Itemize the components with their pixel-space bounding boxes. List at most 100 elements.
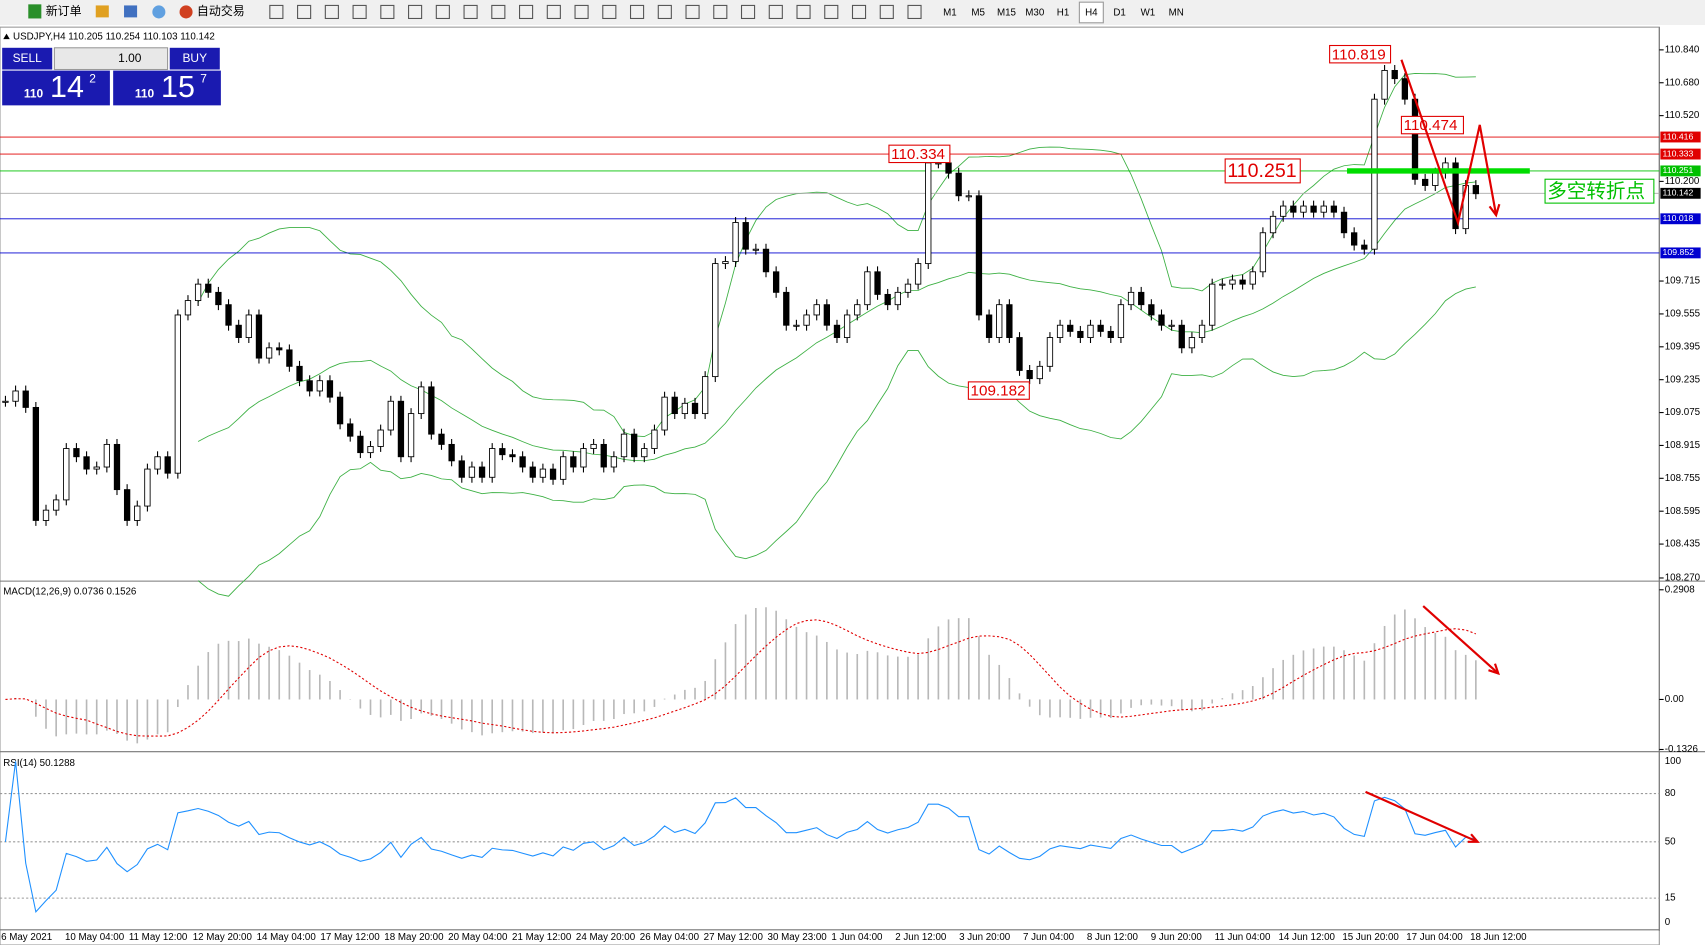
candle — [874, 271, 881, 295]
toolbar-icon[interactable] — [740, 4, 756, 20]
level-label: 110.333 — [1663, 148, 1694, 158]
sell-button[interactable] — [2, 47, 53, 70]
price-annotation: 110.474 — [1404, 117, 1458, 134]
timeframe-button[interactable]: M15 — [997, 8, 1017, 19]
x-tick-label: 17 May 12:00 — [320, 932, 380, 943]
candle — [803, 314, 810, 326]
toolbar-icon[interactable] — [352, 4, 367, 20]
toolbar-icon[interactable] — [152, 5, 166, 19]
candle — [468, 466, 476, 478]
toolbar-icon[interactable] — [879, 4, 894, 20]
timeframe-button[interactable]: H1 — [1057, 8, 1069, 19]
autotrade-icon[interactable] — [179, 5, 193, 19]
candle — [1249, 271, 1256, 285]
toolbar-icon[interactable] — [713, 4, 728, 20]
macd-signal — [5, 619, 1477, 737]
header-arrow — [3, 33, 10, 40]
toolbar-icon[interactable] — [269, 4, 284, 20]
toolbar-icon[interactable] — [824, 4, 839, 20]
candle — [205, 283, 212, 293]
candle — [1391, 69, 1398, 80]
drawn-arrows — [1365, 59, 1501, 843]
sell-price-big: 110 — [24, 87, 44, 101]
candle — [184, 300, 192, 316]
lots-value[interactable]: 1.00 — [118, 51, 142, 65]
toolbar-icon[interactable] — [602, 4, 617, 20]
y-tick-label: 109.235 — [1665, 374, 1701, 385]
x-tick-label: 14 May 04:00 — [257, 932, 317, 943]
autotrade-button[interactable]: 自动交易 — [197, 3, 245, 18]
candle — [42, 509, 50, 521]
toolbar-icon[interactable] — [657, 4, 672, 20]
candle — [1472, 185, 1480, 195]
sell-price-box[interactable] — [2, 70, 110, 106]
toolbar-icon[interactable] — [907, 4, 922, 20]
candle — [418, 386, 425, 415]
x-tick-label: 9 Jun 20:00 — [1151, 932, 1203, 943]
toolbar-icon[interactable] — [519, 4, 534, 20]
candle — [73, 448, 80, 458]
timeframe-button[interactable]: H4 — [1085, 8, 1098, 19]
level-tag — [1660, 165, 1701, 177]
timeframe-button[interactable]: M1 — [943, 8, 957, 19]
toolbar-icon[interactable] — [491, 4, 506, 20]
candle — [1016, 337, 1023, 371]
new-order-button[interactable]: 新订单 — [46, 3, 82, 18]
candle — [428, 386, 435, 435]
candle — [245, 314, 252, 338]
candle — [316, 380, 323, 392]
buy-price-main: 15 — [161, 70, 195, 104]
toolbar-icon[interactable] — [685, 4, 700, 20]
candle — [1290, 205, 1297, 213]
toolbar-icon[interactable] — [435, 4, 450, 20]
toolbar-icon[interactable] — [796, 4, 811, 20]
timeframe-button[interactable]: W1 — [1141, 8, 1156, 19]
toolbar-icon[interactable] — [380, 4, 395, 20]
candle — [509, 454, 516, 458]
toolbar-icon[interactable] — [546, 4, 561, 20]
timeframe-button[interactable]: M30 — [1025, 8, 1045, 19]
candle — [93, 466, 100, 470]
candle — [1259, 232, 1267, 273]
candle — [113, 443, 121, 491]
candle — [661, 396, 668, 431]
y-tick-label: 108.915 — [1665, 440, 1701, 451]
candle — [884, 293, 891, 306]
new-order-icon[interactable] — [28, 4, 42, 19]
toolbar-icon[interactable] — [95, 5, 109, 18]
candle — [529, 466, 536, 478]
toolbar-icon[interactable] — [297, 4, 312, 20]
timeframe-button[interactable]: D1 — [1113, 8, 1125, 19]
buy-button[interactable] — [169, 47, 220, 70]
timeframe-button[interactable]: MN — [1169, 8, 1184, 19]
buy-price-box[interactable] — [113, 70, 221, 106]
toolbar-icon[interactable] — [629, 4, 645, 20]
toolbar-icon[interactable] — [408, 4, 423, 20]
note-label: 多空转折点 — [1547, 180, 1645, 202]
candle — [448, 443, 455, 462]
level-tag — [1660, 213, 1701, 225]
candle — [478, 466, 486, 478]
rsi-arrow — [1365, 790, 1479, 843]
lots-input[interactable] — [53, 47, 169, 71]
sell-label[interactable]: SELL — [13, 51, 43, 65]
x-tick-label: 1 Jun 04:00 — [831, 932, 883, 943]
candle — [1006, 304, 1013, 338]
toolbar-icon[interactable] — [124, 5, 138, 18]
candle — [1148, 304, 1155, 316]
toolbar-icon[interactable] — [463, 4, 478, 20]
toolbar-icon[interactable] — [851, 4, 867, 20]
y-tick-label: 108.595 — [1665, 506, 1701, 517]
toolbar-icon[interactable] — [324, 4, 339, 20]
level-tag — [1660, 148, 1701, 160]
level-label: 110.142 — [1663, 188, 1694, 198]
candle — [499, 448, 506, 456]
toolbar-icon[interactable] — [768, 4, 783, 20]
buy-label[interactable]: BUY — [182, 51, 207, 65]
candle — [783, 291, 790, 326]
candle — [925, 162, 932, 265]
candle — [1320, 205, 1327, 213]
timeframe-button[interactable]: M5 — [971, 8, 985, 19]
toolbar-icon[interactable] — [574, 4, 589, 20]
